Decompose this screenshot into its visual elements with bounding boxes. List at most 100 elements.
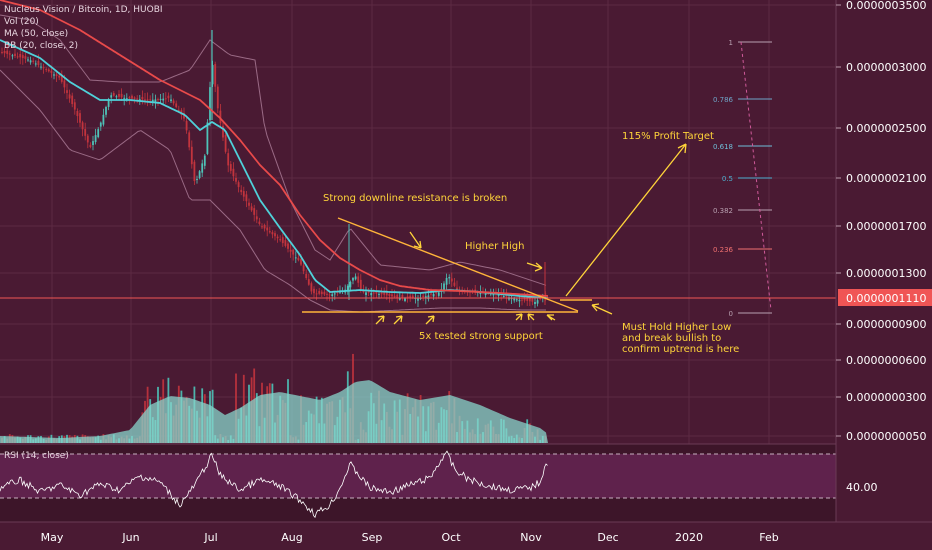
candle-body: [188, 132, 191, 148]
candle-body: [417, 298, 419, 301]
arrow-support: [393, 315, 403, 325]
candle-body: [526, 298, 529, 301]
candle-body: [219, 110, 222, 124]
candle-body: [141, 96, 144, 100]
candle-body: [427, 295, 430, 300]
fib-level-label: 0.618: [713, 143, 733, 151]
candle-body: [523, 297, 526, 301]
candle-body: [177, 109, 180, 111]
candle-body: [60, 75, 63, 82]
candle-body: [206, 122, 209, 154]
last-price-label: 0.0000001110: [846, 292, 926, 305]
price-axis: 0.0000003500 0.0000003000 0.0000002500 0.00…: [836, 0, 926, 443]
candle-body: [258, 221, 261, 224]
arrow-support: [546, 314, 556, 321]
candle-body: [292, 249, 295, 255]
candle-body: [81, 122, 84, 130]
fib-level-label: 0: [729, 310, 733, 318]
volume-bar: [235, 373, 237, 443]
time-label: Aug: [281, 531, 302, 544]
candle-body: [136, 98, 139, 100]
candle-body: [222, 125, 224, 138]
candle-body: [229, 164, 232, 171]
candle-body: [453, 282, 456, 286]
candle-body: [266, 227, 269, 231]
candle-body: [424, 296, 427, 299]
candle-body: [40, 66, 42, 68]
candle-body: [255, 216, 258, 220]
candle-body: [396, 294, 399, 298]
candle-body: [118, 93, 120, 97]
candle-body: [159, 98, 162, 100]
candle-body: [450, 278, 453, 282]
candle-body: [45, 69, 48, 71]
fib-level-label: 0.382: [713, 207, 733, 215]
time-label: Sep: [362, 531, 383, 544]
bb-indicator-label: BB (20, close, 2): [4, 41, 78, 51]
time-label: Jul: [203, 531, 217, 544]
candle-body: [151, 99, 154, 102]
fib-level-label: 0.5: [722, 175, 733, 183]
candle-body: [318, 291, 321, 294]
candle-body: [32, 60, 35, 62]
candle-body: [8, 53, 11, 55]
candle-body: [359, 279, 362, 290]
fib-level-label: 1: [729, 39, 733, 47]
candle-body: [162, 98, 165, 101]
candle-body: [393, 295, 396, 297]
candle-body: [313, 288, 315, 294]
candle-body: [401, 295, 404, 298]
candle-body: [320, 291, 323, 295]
candle-body: [370, 293, 373, 296]
candle-body: [68, 94, 71, 99]
candle-body: [268, 231, 271, 233]
candle-body: [435, 292, 438, 294]
candle-body: [55, 74, 58, 76]
candle-body: [253, 208, 256, 215]
candle-body: [456, 287, 458, 291]
candle-body: [326, 293, 328, 295]
arrow-support: [425, 315, 435, 325]
candle-body: [73, 102, 76, 110]
candle-body: [47, 69, 50, 72]
candle-body: [354, 276, 357, 280]
candle-body: [133, 97, 136, 99]
candle-body: [99, 122, 102, 127]
candle-body: [287, 243, 289, 249]
annotation-arrows: [375, 143, 687, 325]
candle-body: [294, 257, 297, 259]
candle-body: [120, 93, 123, 98]
candle-body: [198, 171, 201, 178]
candle-body: [16, 56, 19, 58]
time-label: Oct: [441, 531, 461, 544]
price-label: 0.0000001300: [846, 267, 926, 280]
candle-body: [300, 259, 302, 265]
candle-body: [281, 237, 284, 244]
candle-body: [227, 153, 230, 166]
candle-body: [279, 239, 282, 241]
candle-body: [432, 293, 435, 297]
time-label: May: [41, 531, 64, 544]
candle-body: [58, 75, 61, 78]
fib-retracement: 1 0.786 0.618 0.5 0.382 0.236 0: [713, 39, 772, 318]
candle-body: [528, 297, 531, 302]
annotation-higher-high: Higher High: [465, 241, 524, 252]
candle-body: [1, 51, 3, 53]
price-label: 0.0000000300: [846, 391, 926, 404]
candle-body: [305, 273, 308, 279]
candle-body: [411, 295, 414, 298]
trendlines: [302, 217, 592, 313]
candle-body: [42, 67, 45, 69]
candle-body: [144, 99, 146, 101]
arrow-support: [375, 315, 385, 325]
candle-body: [211, 65, 214, 85]
ma50-line: [0, 0, 549, 297]
candle-body: [107, 99, 110, 107]
time-label: Nov: [520, 531, 542, 544]
candle-body: [3, 50, 6, 54]
candle-body: [63, 80, 66, 88]
time-axis-background: [0, 522, 932, 550]
candle-body: [216, 86, 219, 109]
ma-indicator-label: MA (50, close): [4, 29, 68, 39]
